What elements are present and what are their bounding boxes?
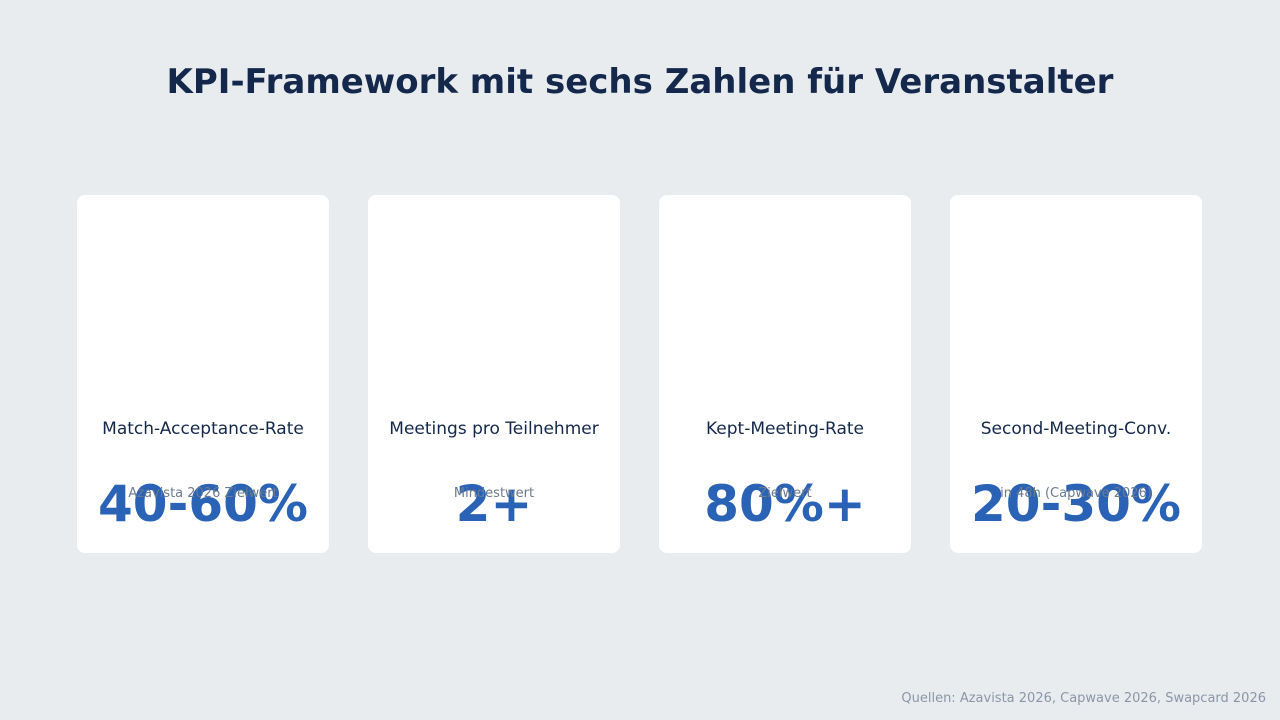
kpi-value: 20-30% [970, 475, 1181, 533]
kpi-card: 80%+ Kept-Meeting-Rate Zielwert [659, 195, 911, 553]
kpi-label: Meetings pro Teilnehmer [389, 419, 599, 439]
kpi-value: 40-60% [97, 475, 308, 533]
kpi-note: Azavista 2026 Zielwert [128, 486, 278, 501]
kpi-note: Zielwert [758, 486, 812, 501]
kpi-value: 80%+ [704, 475, 866, 533]
kpi-value: 2+ [455, 475, 533, 533]
kpi-card: 20-30% Second-Meeting-Conv. in 48h (Capwav… [950, 195, 1202, 553]
sources: Quellen: Azavista 2026, Capwave 2026, Sw… [901, 691, 1266, 706]
slide-title: KPI-Framework mit sechs Zahlen für Veran… [166, 62, 1114, 102]
kpi-label: Second-Meeting-Conv. [980, 419, 1172, 439]
kpi-label: Kept-Meeting-Rate [705, 419, 864, 439]
kpi-note: Mindestwert [453, 486, 535, 501]
kpi-card: 40-60% Match-Acceptance-Rate Azavista 2026… [77, 195, 329, 553]
kpi-label: Match-Acceptance-Rate [102, 419, 304, 439]
kpi-note: in 48h (Capwave 2026) [1000, 486, 1152, 501]
kpi-card: 2+ Meetings pro Teilnehmer Mindestwert [368, 195, 620, 553]
